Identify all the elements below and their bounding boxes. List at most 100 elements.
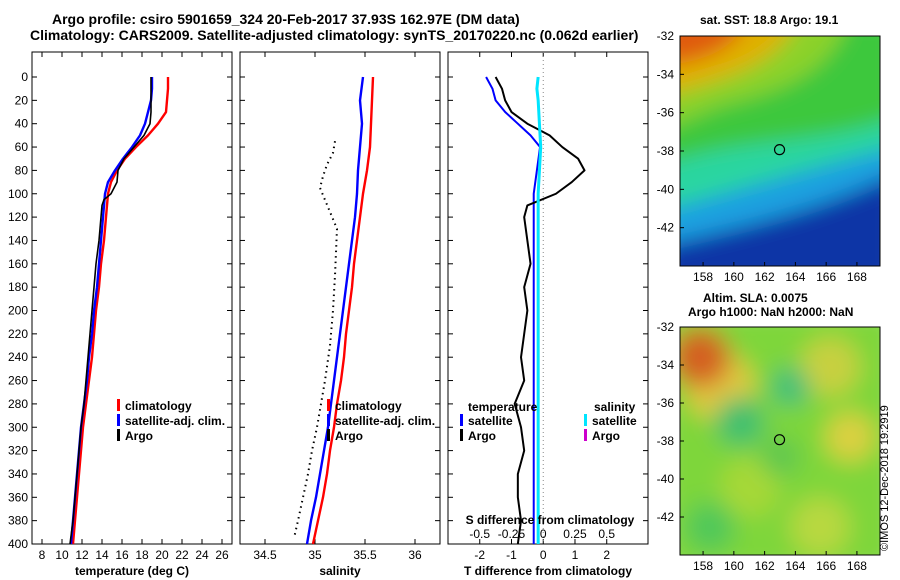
- axes-layer: [31, 51, 649, 545]
- sst-field: [680, 36, 880, 266]
- legend-label: climatology: [125, 399, 192, 413]
- series-line-argo: [293, 141, 338, 539]
- map-x-tick-label: 158: [693, 559, 713, 573]
- sla-map-title-line2: Argo h1000: NaN h2000: NaN: [688, 305, 854, 319]
- series-line-climatology: [311, 76, 375, 545]
- depth-tick-label: 120: [8, 210, 28, 224]
- map-y-tick-label: -40: [657, 182, 675, 196]
- x-axis-label: salinity: [319, 564, 361, 578]
- legend-label: satellite: [468, 414, 513, 428]
- sla-blob: [790, 497, 850, 555]
- legend-label: Argo: [468, 429, 496, 443]
- depth-tick-label: 320: [8, 444, 28, 458]
- map-y-tick-label: -36: [657, 106, 675, 120]
- x-tick-label: 1: [572, 548, 579, 562]
- x-tick-label: 0: [540, 548, 547, 562]
- map-y-tick-label: -32: [657, 320, 675, 334]
- legend-marker: [327, 399, 330, 411]
- s-tick-label: 0.25: [563, 527, 587, 541]
- sla-blob: [715, 397, 765, 447]
- sla-blob: [770, 367, 810, 407]
- sst-band: [680, 36, 738, 64]
- legend-marker: [460, 414, 463, 426]
- map-y-tick-label: -42: [657, 221, 675, 235]
- x-tick-label: 12: [75, 548, 89, 562]
- series-line-argo: [69, 77, 152, 545]
- map-x-tick-label: 162: [755, 559, 775, 573]
- map-y-tick-label: -36: [657, 396, 675, 410]
- map-x-tick-label: 166: [816, 559, 836, 573]
- sst-map-image: [680, 36, 880, 266]
- sla-map-image: [680, 327, 880, 555]
- sla-blob: [720, 457, 780, 517]
- map-x-tick-label: 160: [724, 559, 744, 573]
- x-tick-label: -1: [506, 548, 517, 562]
- x-tick-label: 2: [603, 548, 610, 562]
- s-tick-label: -0.25: [498, 527, 526, 541]
- depth-tick-label: 80: [15, 163, 29, 177]
- x-tick-label: 34.5: [253, 548, 277, 562]
- x-tick-label: 35: [308, 548, 322, 562]
- legend-marker: [327, 429, 330, 441]
- map-y-tick-label: -34: [657, 358, 675, 372]
- depth-tick-label: 260: [8, 374, 28, 388]
- maps-layer: [679, 35, 881, 556]
- panel-frame-diff: [447, 51, 649, 545]
- series-line-satellite-adj-clim-: [305, 76, 365, 545]
- map-x-tick-label: 166: [816, 270, 836, 284]
- depth-tick-label: 220: [8, 327, 28, 341]
- map-y-tick-label: -32: [657, 29, 675, 43]
- sla-blob: [760, 437, 800, 477]
- depth-tick-label: 380: [8, 514, 28, 528]
- legend-marker: [117, 399, 120, 411]
- x-tick-label: 10: [55, 548, 69, 562]
- legend-label: satellite: [592, 414, 637, 428]
- panel-frame-sal: [239, 51, 441, 545]
- map-x-tick-label: 158: [693, 270, 713, 284]
- x-tick-label: 14: [95, 548, 109, 562]
- x-tick-label: 18: [135, 548, 149, 562]
- legend-marker: [584, 414, 587, 426]
- sla-blob: [825, 412, 875, 462]
- depth-tick-label: 40: [15, 117, 29, 131]
- argo-position-marker: [773, 144, 786, 156]
- x-tick-label: 26: [215, 548, 229, 562]
- legend-marker: [460, 429, 463, 441]
- depth-tick-label: 100: [8, 187, 28, 201]
- x-axis-label: temperature (deg C): [75, 564, 189, 578]
- x-tick-label: 8: [39, 548, 46, 562]
- legend-label: Argo: [125, 429, 153, 443]
- map-y-tick-label: -42: [657, 510, 675, 524]
- legend-header-salinity: salinity: [594, 400, 636, 414]
- sla-map-title-line1: Altim. SLA: 0.0075: [703, 291, 808, 305]
- legend-label: Argo: [592, 429, 620, 443]
- legend-marker: [327, 414, 330, 426]
- map-y-tick-label: -34: [657, 67, 675, 81]
- map-x-tick-label: 162: [755, 270, 775, 284]
- s-tick-label: 0: [540, 527, 547, 541]
- map-x-tick-label: 164: [785, 270, 805, 284]
- legend-header-temperature: temperature: [468, 400, 538, 414]
- x-tick-label: 35.5: [353, 548, 377, 562]
- series-line-temperature-argo: [494, 76, 586, 545]
- legend-marker: [117, 429, 120, 441]
- map-y-tick-label: -38: [657, 434, 675, 448]
- depth-tick-label: 360: [8, 490, 28, 504]
- depth-tick-label: 140: [8, 233, 28, 247]
- plot-title-line1: Argo profile: csiro 5901659_324 20-Feb-2…: [52, 11, 520, 27]
- sla-blob: [680, 327, 730, 387]
- series-line-temperature-satellite: [485, 76, 542, 544]
- depth-tick-label: 160: [8, 257, 28, 271]
- map-x-tick-label: 168: [847, 559, 867, 573]
- depth-tick-label: 180: [8, 280, 28, 294]
- sla-blob: [685, 502, 735, 552]
- legend-marker: [117, 414, 120, 426]
- x-axis-label: T difference from climatology: [464, 564, 632, 578]
- s-axis-label: S difference from climatology: [466, 513, 635, 527]
- legend-label: satellite-adj. clim.: [335, 414, 435, 428]
- map-x-tick-label: 164: [785, 559, 805, 573]
- legend-label: Argo: [335, 429, 363, 443]
- map-x-tick-label: 160: [724, 270, 744, 284]
